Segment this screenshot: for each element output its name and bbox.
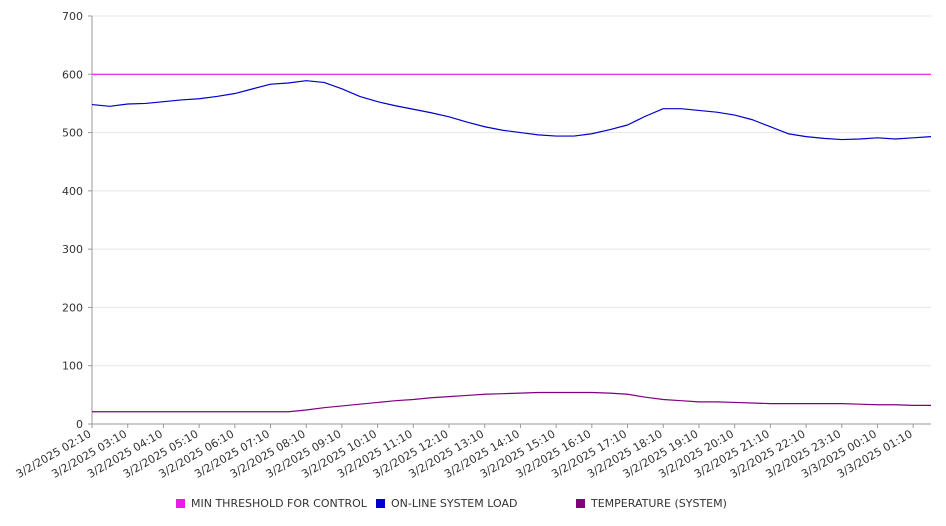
legend-label-system-load: ON-LINE SYSTEM LOAD	[391, 497, 518, 510]
y-tick-label-400: 400	[62, 185, 83, 198]
y-tick-label-0: 0	[76, 418, 83, 431]
legend-item-min-threshold[interactable]: MIN THRESHOLD FOR CONTROL	[176, 497, 367, 510]
y-tick-label-700: 700	[62, 10, 83, 23]
series-line-1	[91, 80, 932, 141]
y-axis-tick-labels: 0 100 200 300 400 500 600 700	[62, 10, 83, 431]
legend-swatch-system-load	[376, 499, 385, 508]
legend-label-min-threshold: MIN THRESHOLD FOR CONTROL	[191, 497, 367, 510]
y-tick-label-500: 500	[62, 127, 83, 140]
legend: MIN THRESHOLD FOR CONTROL ON-LINE SYSTEM…	[0, 497, 946, 515]
legend-swatch-min-threshold	[176, 499, 185, 508]
y-tick-label-300: 300	[62, 243, 83, 256]
legend-label-temperature: TEMPERATURE (SYSTEM)	[591, 497, 727, 510]
x-axis-tick-labels: 3/2/2025 02:103/2/2025 03:103/2/2025 04:…	[14, 427, 915, 481]
series-line-2	[92, 391, 931, 413]
axes	[88, 15, 931, 428]
y-tick-label-200: 200	[62, 301, 83, 314]
series-lines	[91, 73, 932, 413]
y-tick-label-600: 600	[62, 68, 83, 81]
y-tick-label-100: 100	[62, 360, 83, 373]
legend-item-temperature[interactable]: TEMPERATURE (SYSTEM)	[576, 497, 727, 510]
grid-lines	[92, 15, 931, 367]
legend-item-system-load[interactable]: ON-LINE SYSTEM LOAD	[376, 497, 517, 510]
legend-swatch-temperature	[576, 499, 585, 508]
